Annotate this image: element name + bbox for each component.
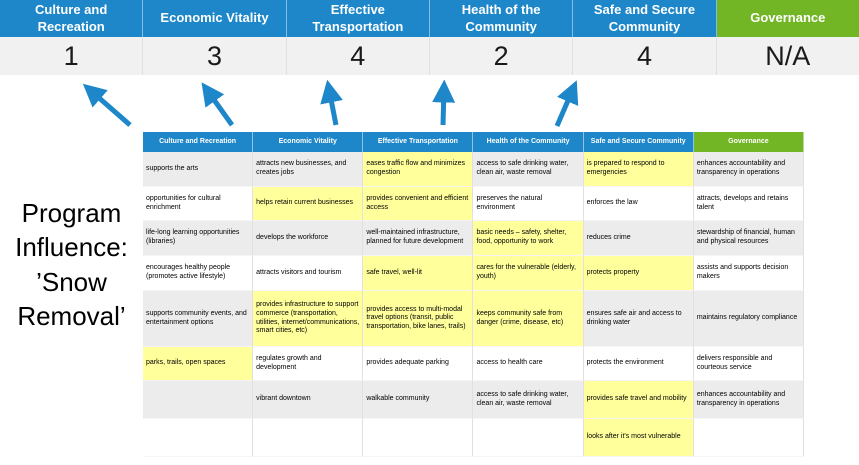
- matrix-header-culture-and-recreation: Culture and Recreation: [143, 132, 254, 152]
- matrix-cell-r5-c4: keeps community safe from danger (crime,…: [473, 291, 584, 347]
- matrix-cell-r6-c2: regulates growth and development: [253, 347, 364, 381]
- matrix-cell-r2-c4: preserves the natural environment: [473, 187, 584, 221]
- matrix-cell-r6-c5: protects the environment: [583, 347, 694, 381]
- matrix-header-safe-and-secure-community: Safe and Secure Community: [583, 132, 694, 152]
- matrix-cell-r8-c2: [253, 419, 364, 457]
- scoreboard-scores: 1 3 4 2 4 N/A: [0, 37, 859, 75]
- matrix-cell-r2-c5: enforces the law: [583, 187, 694, 221]
- matrix-header-health-of-the-community: Health of the Community: [473, 132, 584, 152]
- matrix-cell-r1-c4: access to safe drinking water, clean air…: [473, 152, 584, 187]
- scoreboard-headers: Culture and Recreation Economic Vitality E…: [0, 0, 859, 37]
- matrix-cell-r8-c3: [363, 419, 474, 457]
- matrix-cell-r8-c5: looks after it's most vulnerable: [583, 419, 694, 457]
- up-arrow-icon: [201, 82, 235, 127]
- matrix-header-effective-transportation: Effective Transportation: [363, 132, 474, 152]
- matrix-header-economic-vitality: Economic Vitality: [253, 132, 364, 152]
- matrix-cell-r5-c2: provides infrastructure to support comme…: [253, 291, 364, 347]
- matrix-cell-r4-c3: safe travel, well-lit: [363, 256, 474, 291]
- matrix-cell-r6-c6: delivers responsible and courteous servi…: [693, 347, 804, 381]
- scoreboard-header-effective-transportation: Effective Transportation: [286, 0, 430, 37]
- scoreboard-header-health-of-the-community: Health of the Community: [429, 0, 574, 37]
- matrix-cell-r7-c4: access to safe drinking water, clean air…: [473, 381, 584, 419]
- score-value-safe-and-secure-community: 4: [573, 37, 717, 75]
- matrix-cell-r1-c5: is prepared to respond to emergencies: [583, 152, 694, 187]
- matrix-cell-r2-c1: opportunities for cultural enrichment: [143, 187, 254, 221]
- matrix-cell-r4-c1: encourages healthy people (promotes acti…: [143, 256, 254, 291]
- matrix-cell-r3-c6: stewardship of financial, human and phys…: [693, 221, 804, 256]
- scoreboard-header-economic-vitality: Economic Vitality: [143, 0, 287, 37]
- matrix-header-governance: Governance: [693, 132, 804, 152]
- matrix-cell-r4-c2: attracts visitors and tourism: [253, 256, 364, 291]
- matrix-cell-r6-c3: provides adequate parking: [363, 347, 474, 381]
- matrix-cell-r8-c6: [693, 419, 804, 457]
- up-arrow-icon: [82, 83, 132, 127]
- program-influence-label: Program Influence: ’Snow Removal’: [15, 198, 128, 331]
- score-value-governance: N/A: [765, 40, 811, 71]
- matrix-cell-r7-c3: walkable community: [363, 381, 474, 419]
- matrix-cell-r6-c4: access to health care: [473, 347, 584, 381]
- matrix-cell-r1-c6: enhances accountability and transparency…: [693, 152, 804, 187]
- matrix-cell-r6-c1: parks, trails, open spaces: [143, 347, 254, 381]
- score-value-effective-transportation: 4: [287, 37, 430, 75]
- up-arrow-icon: [554, 80, 579, 127]
- matrix-cell-r5-c3: provides access to multi-modal travel op…: [363, 291, 474, 347]
- score-value-culture-and-recreation: 1: [0, 37, 144, 75]
- score-value-health-of-the-community: 2: [430, 37, 574, 75]
- up-arrow-icon: [320, 80, 343, 126]
- up-arrow-icon: [432, 80, 456, 126]
- matrix-cell-r1-c3: eases traffic flow and minimizes congest…: [363, 152, 474, 187]
- matrix-cell-r8-c1: [143, 419, 254, 457]
- matrix-cell-r7-c2: vibrant downtown: [253, 381, 364, 419]
- matrix-cell-r7-c6: enhances accountability and transparency…: [693, 381, 804, 419]
- influence-matrix: Culture and Recreation Economic Vitality E…: [143, 132, 804, 457]
- matrix-cell-r4-c4: cares for the vulnerable (elderly, youth…: [473, 256, 584, 291]
- matrix-cell-r1-c2: attracts new businesses, and creates job…: [253, 152, 364, 187]
- influence-arrows-group: [82, 80, 579, 127]
- scoreboard-header-culture-and-recreation: Culture and Recreation: [0, 0, 144, 37]
- matrix-cell-r2-c2: helps retain current businesses: [253, 187, 364, 221]
- matrix-cell-r2-c3: provides convenient and efficient access: [363, 187, 474, 221]
- matrix-cell-r3-c2: develops the workforce: [253, 221, 364, 256]
- score-value-economic-vitality: 3: [143, 37, 287, 75]
- matrix-cell-r2-c6: attracts, develops and retains talent: [693, 187, 804, 221]
- matrix-cell-r5-c5: ensures safe air and access to drinking …: [583, 291, 694, 347]
- matrix-cell-r5-c6: maintains regulatory compliance: [693, 291, 804, 347]
- matrix-cell-r7-c5: provides safe travel and mobility: [583, 381, 694, 419]
- matrix-cell-r4-c5: protects property: [583, 256, 694, 291]
- matrix-cell-r3-c3: well-maintained infrastructure, planned …: [363, 221, 474, 256]
- scoreboard-header-safe-and-secure-community: Safe and Secure Community: [573, 0, 717, 37]
- matrix-cell-r3-c5: reduces crime: [583, 221, 694, 256]
- matrix-cell-r5-c1: supports community events, and entertain…: [143, 291, 254, 347]
- matrix-cell-r1-c1: supports the arts: [143, 152, 254, 187]
- scoreboard-header-governance: Governance: [716, 0, 859, 37]
- matrix-cell-r3-c1: life-long learning opportunities (librar…: [143, 221, 254, 256]
- matrix-cell-r3-c4: basic needs – safety, shelter, food, opp…: [473, 221, 584, 256]
- matrix-cell-r8-c4: [473, 419, 584, 457]
- matrix-cell-r4-c6: assists and supports decision makers: [693, 256, 804, 291]
- matrix-cell-r7-c1: [143, 381, 254, 419]
